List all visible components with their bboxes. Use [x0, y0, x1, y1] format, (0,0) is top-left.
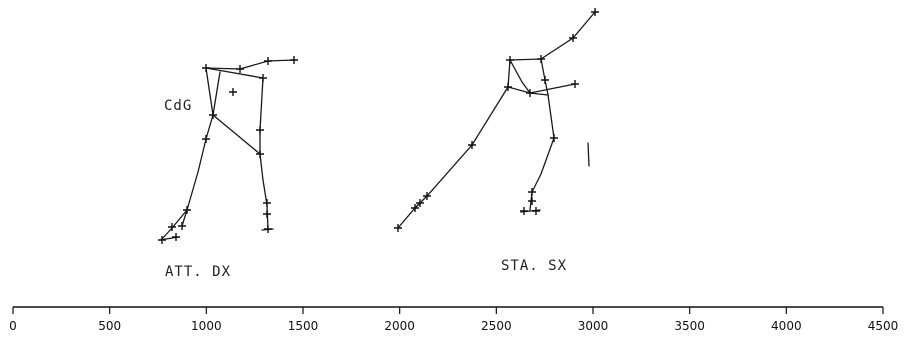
- marker: [411, 204, 419, 212]
- marker: [168, 223, 176, 231]
- axis-tick-label: 0: [9, 319, 17, 333]
- figure-left-shoulder: [212, 71, 221, 116]
- marker: [571, 80, 579, 88]
- marker: [550, 134, 558, 142]
- marker: [526, 89, 534, 97]
- marker: [528, 197, 536, 205]
- axis-tick-label: 500: [98, 319, 121, 333]
- stick-figure-att-dx: [158, 56, 298, 244]
- axis-tick-label: 4000: [771, 319, 802, 333]
- figure-left-markers: [158, 56, 298, 244]
- figure-left-front-leg: [161, 114, 214, 240]
- cdg-label: CdG: [164, 98, 192, 114]
- marker: [183, 206, 191, 214]
- figure-right-forearm: [529, 83, 576, 94]
- marker: [178, 222, 186, 230]
- marker: [209, 111, 217, 119]
- figure-right-back-leg: [529, 94, 555, 211]
- marker: [264, 57, 272, 65]
- figure-left-front-foot: [181, 209, 188, 227]
- marker: [172, 233, 180, 241]
- marker: [256, 126, 264, 134]
- axis-tick-label: 3500: [674, 319, 705, 333]
- stray-mark: [587, 142, 590, 167]
- marker: [290, 56, 298, 64]
- horizontal-scale-axis: 0 500 1000 1500 2000 2500 3000 3500 4000 4500: [9, 306, 899, 333]
- figure-left-trunk: [205, 67, 264, 156]
- marker: [229, 88, 237, 96]
- marker: [202, 135, 210, 143]
- marker: [506, 56, 514, 64]
- figure-left-arm: [205, 59, 295, 70]
- marker: [416, 199, 424, 207]
- marker: [537, 55, 545, 63]
- marker: [202, 64, 210, 72]
- axis-tick-label: 1000: [191, 319, 222, 333]
- marker: [259, 74, 267, 82]
- marker: [256, 150, 264, 158]
- axis-tick-label: 2500: [481, 319, 512, 333]
- marker: [263, 210, 271, 218]
- figure-right-front-foot: [414, 202, 421, 209]
- figure-right-markers: [394, 8, 599, 232]
- marker: [468, 141, 476, 149]
- marker: [158, 236, 166, 244]
- marker: [264, 225, 272, 233]
- axis-tick-label: 1500: [288, 319, 319, 333]
- axis-tick-label: 3000: [578, 319, 609, 333]
- marker: [423, 192, 431, 200]
- figure-left-back-leg: [259, 153, 269, 231]
- marker: [520, 207, 528, 215]
- marker: [394, 224, 402, 232]
- marker: [569, 34, 577, 42]
- figure-right-arm: [540, 11, 596, 60]
- marker: [532, 207, 540, 215]
- axis-tick-label: 4500: [868, 319, 899, 333]
- figure-right-shoulder: [509, 59, 531, 94]
- att-dx-label: ATT. DX: [165, 264, 231, 280]
- marker: [504, 83, 512, 91]
- marker: [591, 8, 599, 16]
- marker: [528, 188, 536, 196]
- marker: [541, 76, 549, 84]
- stick-figure-sta-sx: [394, 8, 599, 232]
- axis-tick-label: 2000: [384, 319, 415, 333]
- sta-sx-label: STA. SX: [501, 258, 567, 274]
- marker: [263, 199, 271, 207]
- marker: [236, 65, 244, 73]
